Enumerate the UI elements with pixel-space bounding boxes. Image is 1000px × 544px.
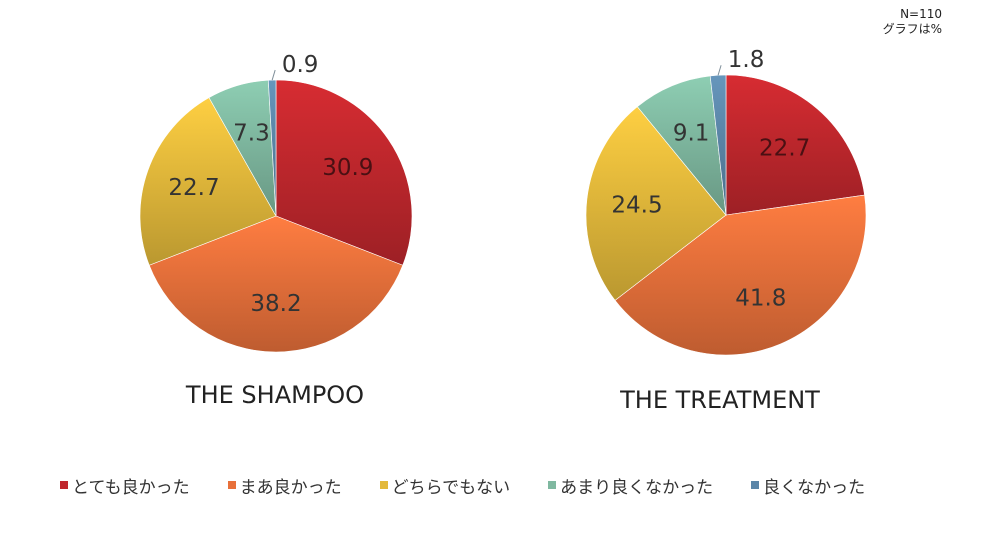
- legend-label: あまり良くなかった: [560, 477, 714, 498]
- pie-chart: 22.7 41.8 24.5 9.1 1.8 THE TREATMENT: [585, 47, 867, 414]
- slice-value-label: 0.9: [282, 52, 319, 78]
- slice-value-label: 24.5: [611, 193, 662, 219]
- legend-item: とても良かった: [60, 473, 190, 498]
- slice-value-label: 38.2: [250, 291, 301, 317]
- legend-swatch: [60, 481, 68, 489]
- pie-slice: [139, 97, 277, 266]
- legend-swatch: [379, 481, 388, 489]
- slice-value-label: 41.8: [735, 286, 786, 312]
- slice-value-label: 30.9: [322, 155, 373, 181]
- legend-swatch: [227, 481, 236, 489]
- pie-slice: [148, 215, 404, 353]
- legend-label: 良くなかった: [763, 477, 866, 498]
- legend-item: どちらでもない: [379, 473, 511, 498]
- pie-slice: [275, 79, 413, 266]
- legend-swatch: [751, 481, 760, 489]
- sample-size-note: N=110: [900, 7, 942, 21]
- slice-value-label: 7.3: [233, 120, 270, 146]
- label-leader-line: [717, 65, 722, 76]
- legend-swatch: [548, 481, 557, 489]
- pie-slice: [585, 106, 727, 301]
- legend-label: どちらでもない: [391, 477, 511, 498]
- unit-note: グラフは%: [882, 22, 942, 36]
- slice-value-label: 1.8: [728, 47, 765, 73]
- legend-item: まあ良かった: [227, 473, 342, 498]
- slice-value-label: 22.7: [168, 175, 219, 201]
- pie-slice: [725, 74, 865, 216]
- pie-slice: [709, 74, 727, 216]
- legend-label: とても良かった: [72, 477, 190, 498]
- slice-value-label: 22.7: [759, 135, 810, 161]
- pie-chart: 30.9 38.2 22.7 7.3 0.9 THE SHAMPOO: [139, 52, 413, 409]
- legend: とても良かった まあ良かった どちらでもない あまり良くなかった 良くなかった: [60, 470, 960, 500]
- label-leader-line: [271, 69, 276, 81]
- legend-item: あまり良くなかった: [548, 473, 713, 498]
- chart-title: THE SHAMPOO: [185, 381, 364, 409]
- legend-item: 良くなかった: [751, 473, 865, 498]
- pie-slice: [267, 79, 277, 217]
- slice-value-label: 9.1: [673, 120, 710, 146]
- legend-label: まあ良かった: [239, 477, 342, 498]
- chart-title: THE TREATMENT: [619, 386, 820, 414]
- pie-slice: [636, 75, 727, 216]
- pie-slice: [614, 194, 867, 356]
